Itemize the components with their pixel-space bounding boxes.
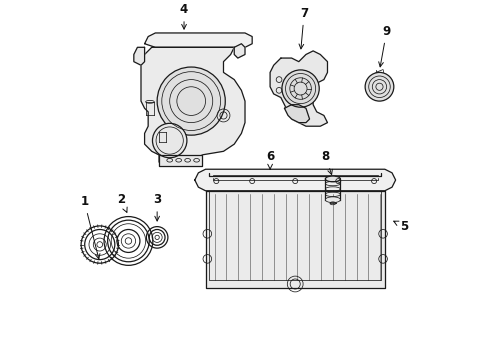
Circle shape bbox=[157, 67, 225, 135]
Polygon shape bbox=[285, 105, 310, 123]
Circle shape bbox=[152, 123, 187, 158]
Polygon shape bbox=[134, 47, 145, 65]
Circle shape bbox=[282, 70, 319, 107]
Polygon shape bbox=[145, 33, 252, 47]
Text: 8: 8 bbox=[321, 150, 332, 175]
Circle shape bbox=[365, 72, 394, 101]
Text: 3: 3 bbox=[153, 193, 161, 221]
Text: 2: 2 bbox=[117, 193, 127, 212]
Polygon shape bbox=[270, 51, 327, 126]
Text: 4: 4 bbox=[180, 3, 188, 29]
Polygon shape bbox=[234, 44, 245, 58]
Polygon shape bbox=[141, 47, 245, 166]
Text: 5: 5 bbox=[393, 220, 409, 233]
Ellipse shape bbox=[325, 176, 341, 182]
Text: 1: 1 bbox=[80, 195, 100, 259]
Text: 7: 7 bbox=[299, 7, 308, 49]
Text: 6: 6 bbox=[266, 150, 274, 169]
Polygon shape bbox=[205, 191, 385, 288]
Text: 9: 9 bbox=[379, 25, 391, 67]
Polygon shape bbox=[159, 155, 202, 166]
Ellipse shape bbox=[325, 197, 341, 203]
Polygon shape bbox=[195, 169, 395, 191]
